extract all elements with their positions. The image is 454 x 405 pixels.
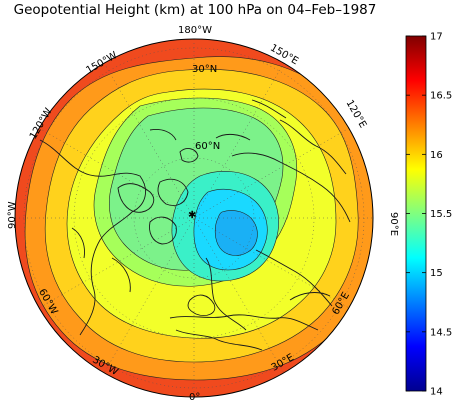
- figure-title: Geopotential Height (km) at 100 hPa on 0…: [13, 2, 377, 18]
- coastlines: [39, 99, 351, 351]
- colorbar-tick-16-5: 16.5: [430, 91, 452, 102]
- lon-label-90w: 90°W: [7, 201, 18, 229]
- graticule: [15, 39, 373, 397]
- colorbar-tick-14-5: 14.5: [430, 327, 452, 338]
- lat-label-60n: 60°N: [195, 141, 220, 152]
- lat-label-30n: 30°N: [192, 64, 217, 75]
- map-border: [14, 38, 374, 398]
- lon-label-0: 0°: [189, 392, 200, 403]
- band-blue: [214, 210, 258, 256]
- colorbar: 17 16.5 16 15.5 15 14.5 14: [405, 32, 452, 398]
- colorbar-ticks: 17 16.5 16 15.5 15 14.5 14: [406, 32, 452, 398]
- colorbar-tick-14: 14: [430, 387, 443, 398]
- pole-marker: ✱: [188, 210, 196, 221]
- colorbar-tick-16: 16: [430, 150, 443, 161]
- lon-label-180w: 180°W: [178, 25, 212, 36]
- colorbar-tick-17: 17: [430, 32, 443, 43]
- contour-map: 30°N 60°N ✱: [15, 39, 373, 397]
- colorbar-tick-15-5: 15.5: [430, 209, 452, 220]
- colorbar-tick-15: 15: [430, 268, 443, 279]
- lon-label-90e: 90°E: [388, 212, 399, 236]
